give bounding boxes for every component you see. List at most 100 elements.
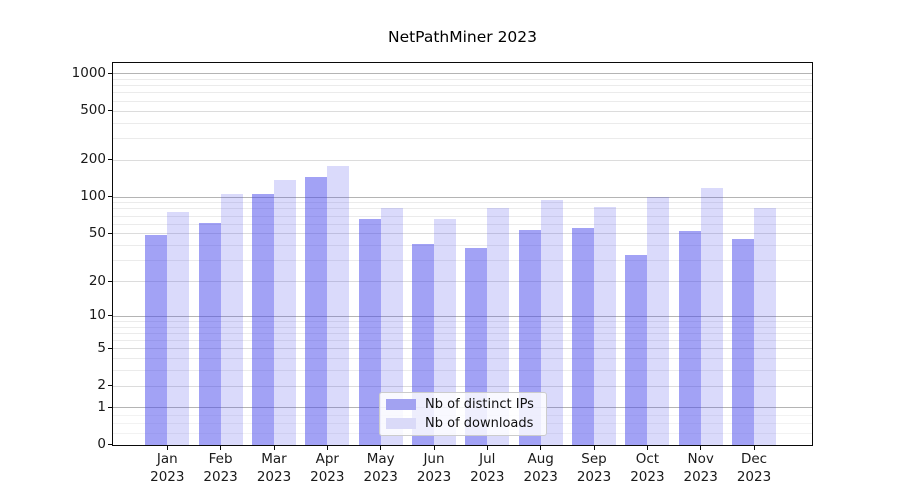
bar-jan-distinct-ips [145,235,168,445]
x-tick-label-jul: Jul 2023 [455,451,519,486]
legend-label-distinct-ips: Nb of distinct IPs [425,396,534,412]
gridline-40 [113,245,812,246]
bar-feb-downloads [220,194,243,445]
gridline-800 [113,85,812,87]
x-tick-jul [486,446,488,450]
gridline-8 [113,326,812,328]
bar-jul-downloads [487,207,510,445]
legend-swatch-downloads [386,418,416,430]
y-tick-label-500: 500 [80,102,106,118]
x-tick-month: Aug [527,451,554,467]
y-tick-label-1: 1 [97,398,106,415]
gridline-300 [113,137,812,139]
gridline-1000 [113,73,812,75]
y-tick-label-100: 100 [80,188,106,205]
gridline-5 [113,348,812,350]
x-tick-month: Apr [315,451,339,467]
x-tick-apr [326,446,328,450]
x-tick-month: Jan [156,451,178,467]
bar-apr-downloads [327,165,350,445]
x-tick-label-nov: Nov 2023 [669,451,733,486]
gridline-700 [113,92,812,94]
x-tick-oct [646,446,648,450]
x-tick-label-jan: Jan 2023 [135,451,199,486]
bars-layer [113,63,812,445]
x-tick-year: 2023 [150,468,185,485]
bar-mar-distinct-ips [252,193,274,445]
x-tick-label-may: May 2023 [349,451,413,486]
x-tick-label-sep: Sep 2023 [562,451,626,486]
y-tick-label-10: 10 [88,307,106,324]
legend-item-distinct-ips: Nb of distinct IPs [386,396,538,413]
x-tick-label-apr: Apr 2023 [295,451,359,486]
x-tick-year: 2023 [630,468,665,485]
gridline-20 [113,281,812,282]
bar-oct-distinct-ips [625,255,648,445]
gridline-30 [113,260,812,261]
gridline-50 [113,233,812,235]
x-tick-year: 2023 [203,468,238,485]
bar-sep-downloads [594,206,616,445]
x-tick-sep [593,446,595,450]
x-tick-month: Jun [423,451,445,467]
y-tick-label-0: 0 [97,436,106,453]
y-tick-label-5: 5 [97,339,106,356]
bar-aug-downloads [540,199,563,445]
gridline-90 [113,202,812,204]
x-tick-year: 2023 [470,468,505,485]
x-tick-month: Sep [581,451,607,467]
bar-may-downloads [380,207,403,445]
gridline-900 [113,79,812,80]
bar-jan-downloads [167,211,190,445]
x-tick-label-mar: Mar 2023 [242,451,306,486]
x-tick-mar [273,446,275,450]
legend-label-downloads: Nb of downloads [425,416,534,432]
gridline-7 [113,332,812,334]
x-tick-year: 2023 [736,468,772,485]
gridline-600 [113,100,812,102]
legend-swatch-distinct-ips [386,398,416,410]
x-tick-month: Jul [479,451,496,467]
bar-aug-distinct-ips [518,230,541,445]
bar-jun-downloads [434,219,456,445]
gridline-500 [113,110,812,112]
gridline-400 [113,122,812,124]
x-tick-label-feb: Feb 2023 [189,451,253,486]
gridline-200 [113,159,812,161]
bar-feb-distinct-ips [198,222,221,445]
gridline-10 [113,315,812,317]
x-tick-label-oct: Oct 2023 [615,451,679,486]
x-tick-aug [540,446,542,450]
gridline-6 [113,340,812,341]
x-tick-month: Dec [740,451,768,467]
bar-dec-distinct-ips [732,238,754,445]
x-tick-year: 2023 [683,468,718,485]
bar-oct-downloads [647,197,670,445]
x-tick-month: Nov [687,451,714,467]
x-tick-jan [166,446,168,450]
x-tick-month: May [366,451,395,467]
x-tick-jun [433,446,435,450]
bar-dec-downloads [754,207,776,445]
gridline-100 [113,196,812,198]
y-tick-label-2: 2 [97,377,106,394]
bar-mar-downloads [274,179,296,445]
legend: Nb of distinct IPs Nb of downloads [379,392,547,436]
x-tick-year: 2023 [256,468,292,485]
grid-layer [113,63,812,445]
x-tick-year: 2023 [363,468,398,485]
bar-nov-downloads [700,188,723,445]
x-tick-nov [700,446,702,450]
x-tick-month: Mar [261,451,287,467]
gridline-80 [113,208,812,210]
plot-area [112,62,813,446]
x-tick-label-dec: Dec 2023 [722,451,786,486]
x-tick-feb [220,446,222,450]
bar-sep-distinct-ips [572,228,594,445]
bar-apr-distinct-ips [305,176,328,445]
x-tick-label-jun: Jun 2023 [402,451,466,486]
x-tick-year: 2023 [310,468,345,485]
y-tick-label-50: 50 [88,224,106,241]
gridline-2 [113,385,812,387]
x-tick-year: 2023 [523,468,558,485]
